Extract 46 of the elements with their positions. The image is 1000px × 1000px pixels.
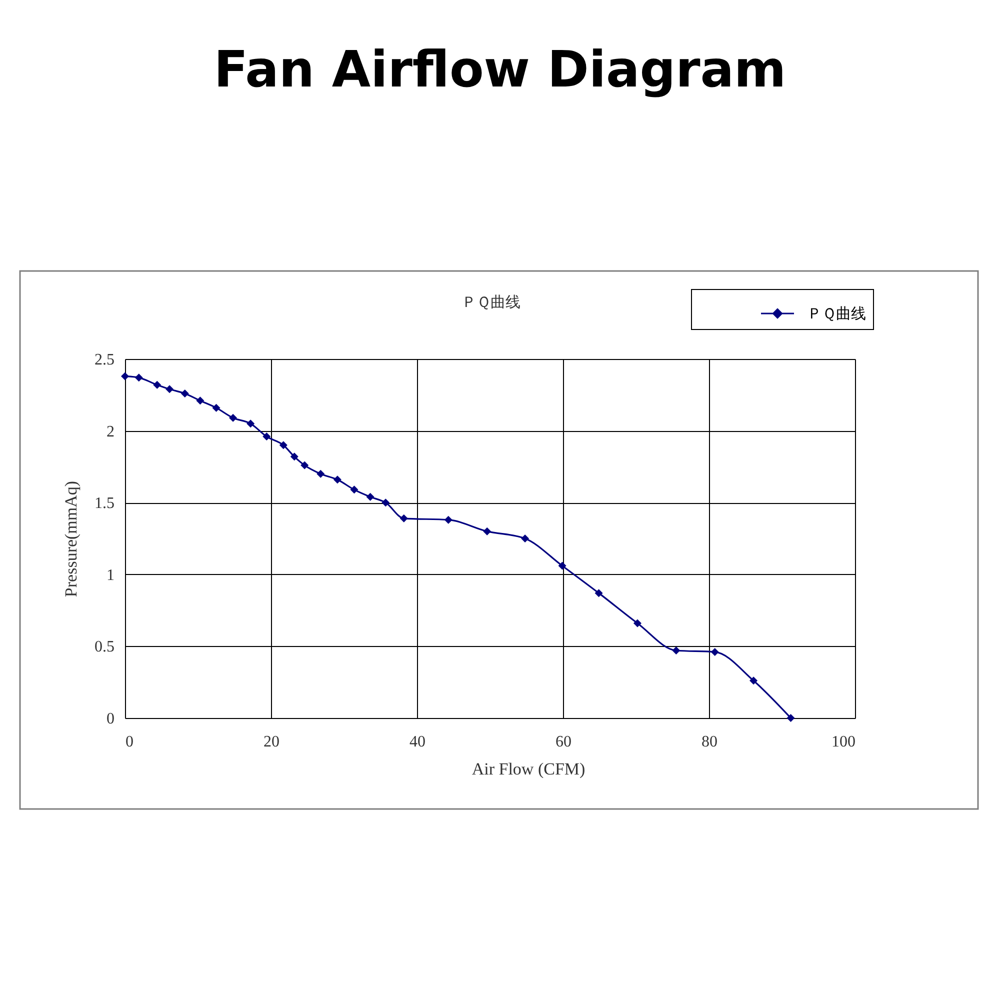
chart-subtitle: ＰＱ曲线 [462, 294, 520, 311]
point [366, 492, 374, 501]
point [212, 404, 220, 412]
point [521, 534, 530, 542]
point [196, 396, 204, 405]
legend-label: ＰＱ曲线 [807, 306, 866, 322]
point [246, 420, 255, 428]
point [180, 389, 189, 398]
point [750, 676, 758, 685]
point [400, 514, 408, 522]
x-tick-label: 0 [126, 734, 134, 750]
point [153, 380, 162, 389]
point [134, 374, 143, 382]
point [710, 648, 719, 656]
y-tick-label: 2.5 [94, 352, 114, 368]
x-tick-label: 20 [264, 734, 280, 750]
point [672, 646, 680, 655]
y-tick-label: 0.5 [94, 638, 114, 656]
point [166, 385, 174, 394]
point [594, 589, 603, 598]
point [350, 486, 358, 494]
point [300, 461, 309, 470]
chart-title: Fan Airflow Diagram [214, 40, 786, 98]
point [229, 414, 238, 422]
point [121, 372, 129, 380]
y-tick-label: 0 [106, 710, 114, 728]
x-tick-label: 80 [702, 734, 718, 750]
point [290, 452, 298, 461]
point [262, 432, 271, 441]
point [382, 498, 390, 507]
point [333, 476, 342, 484]
point [316, 470, 325, 478]
y-tick-label: 1.5 [94, 495, 114, 512]
point [786, 714, 795, 722]
x-tick-label: 60 [556, 734, 572, 750]
point [483, 527, 492, 536]
point [633, 619, 642, 628]
x-tick-label: 40 [410, 734, 426, 750]
point [444, 516, 452, 524]
y-tick-label: 1 [106, 566, 114, 584]
point [279, 441, 288, 450]
x-tick-label: 100 [832, 734, 856, 750]
x-axis-title: Air Flow (CFM) [472, 760, 586, 778]
point [558, 562, 566, 570]
y-tick-label: 2 [106, 423, 114, 440]
y-axis-title: Pressure(mmAq) [62, 480, 80, 598]
